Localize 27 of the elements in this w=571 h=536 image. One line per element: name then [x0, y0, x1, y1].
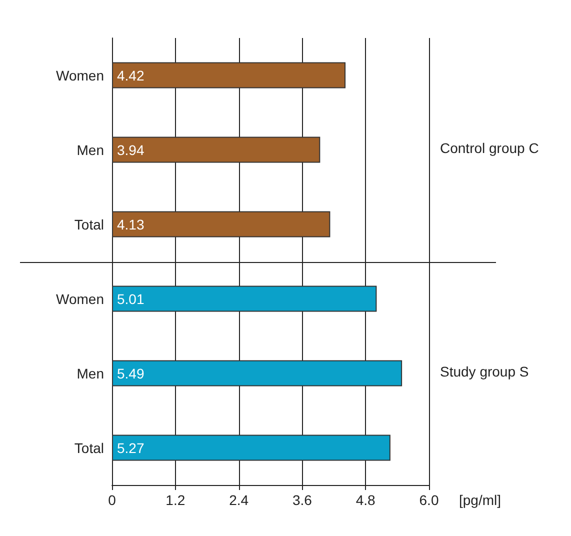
- x-tick-label: 3.6: [292, 492, 312, 508]
- bar: [112, 360, 402, 386]
- data-label: 5.49: [117, 365, 144, 382]
- data-label: 5.27: [117, 440, 144, 456]
- bar: [112, 286, 377, 312]
- y-tick-label: Men: [76, 365, 104, 382]
- bar: [112, 211, 330, 238]
- y-tick-label: Total: [74, 216, 104, 232]
- x-tick-label: 2.4: [229, 492, 249, 508]
- y-tick-label: Women: [56, 67, 104, 84]
- bar: [112, 434, 390, 461]
- bar: [112, 136, 320, 163]
- data-label: 4.42: [117, 67, 144, 84]
- y-tick-label: Total: [74, 440, 104, 456]
- x-tick-label: 0: [108, 492, 116, 508]
- data-label: 3.94: [117, 142, 144, 158]
- text: Study group S: [440, 363, 529, 380]
- x-tick-label: 4.8: [356, 492, 376, 508]
- bar: [112, 62, 346, 88]
- text: Control group C: [440, 140, 539, 156]
- x-tick-label: 6.0: [419, 492, 439, 508]
- data-label: 5.01: [117, 290, 144, 307]
- y-tick-label: Women: [56, 290, 104, 307]
- x-tick-label: 1.2: [166, 492, 186, 508]
- x-axis-title: [pg/ml]: [459, 492, 502, 508]
- y-tick-label: Men: [76, 142, 104, 158]
- data-label: 4.13: [117, 216, 144, 232]
